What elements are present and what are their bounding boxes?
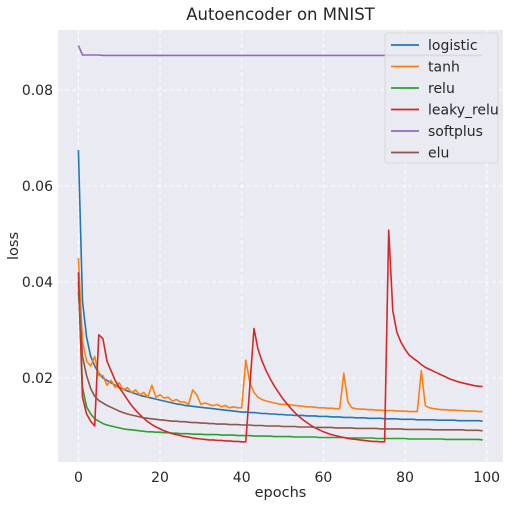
y-tick-label: 0.04 [22, 275, 53, 291]
legend-label-logistic: logistic [428, 38, 478, 54]
x-tick-label: 40 [233, 470, 251, 486]
legend-label-softplus: softplus [428, 124, 483, 140]
x-tick-label: 20 [151, 470, 169, 486]
legend-label-elu: elu [428, 146, 449, 162]
x-axis-label: epochs [255, 485, 307, 501]
y-tick-label: 0.06 [22, 179, 53, 195]
legend-label-tanh: tanh [428, 60, 460, 76]
legend-label-relu: relu [428, 81, 455, 97]
legend-label-leaky-relu: leaky_relu [428, 103, 499, 119]
legend: logistic tanh relu leaky_relu softplus elu [385, 33, 499, 163]
y-tick-label: 0.02 [22, 371, 53, 387]
x-tick-label: 100 [473, 470, 500, 486]
x-tick-label: 0 [74, 470, 83, 486]
x-tick-label: 60 [314, 470, 332, 486]
chart-title: Autoencoder on MNIST [186, 5, 375, 24]
x-tick-label: 80 [396, 470, 414, 486]
y-tick-label: 0.08 [22, 83, 53, 99]
y-axis-label: loss [6, 232, 22, 260]
